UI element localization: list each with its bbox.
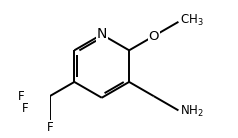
Text: F: F xyxy=(21,102,28,115)
Text: CH$_3$: CH$_3$ xyxy=(180,13,204,28)
Text: O: O xyxy=(149,30,159,43)
Text: F: F xyxy=(18,90,25,103)
Text: F: F xyxy=(46,121,53,134)
Text: NH$_2$: NH$_2$ xyxy=(180,104,203,119)
Text: N: N xyxy=(97,27,107,42)
